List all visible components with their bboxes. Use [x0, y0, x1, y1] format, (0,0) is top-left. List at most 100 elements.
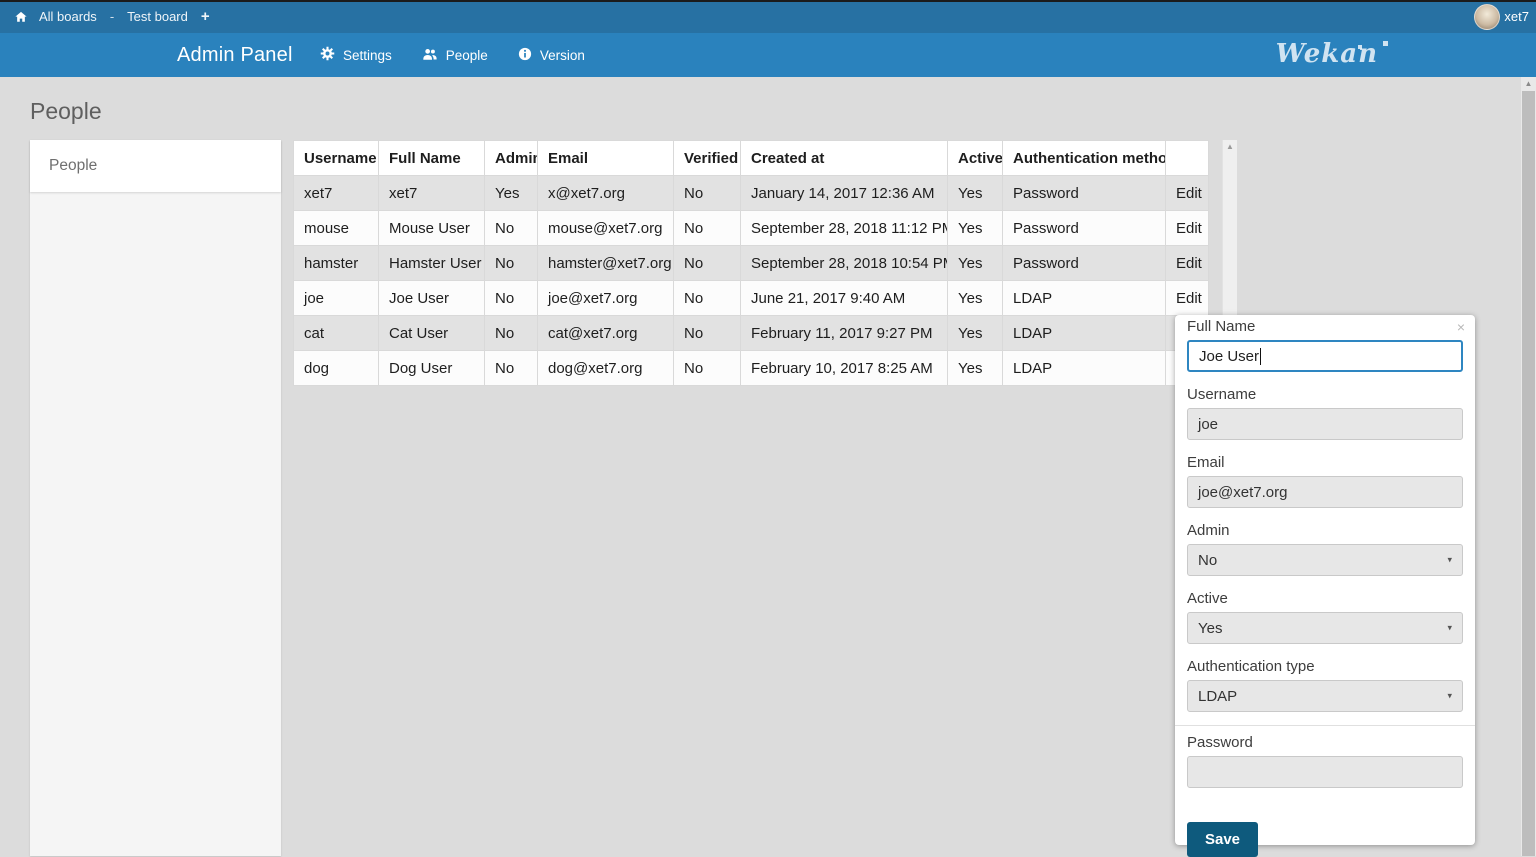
admin-sidebar: People	[30, 140, 281, 856]
cell-active: Yes	[947, 350, 1003, 386]
logo-square-dot	[1383, 41, 1388, 46]
caret-down-icon: ▾	[1447, 690, 1452, 701]
cell-created-at: February 11, 2017 9:27 PM	[740, 315, 948, 351]
home-icon[interactable]	[14, 10, 28, 24]
col-header-active: Active	[947, 140, 1003, 176]
col-header-fullname: Full Name	[378, 140, 485, 176]
breadcrumb-all-boards[interactable]: All boards	[39, 9, 97, 24]
active-label: Active	[1187, 590, 1228, 607]
edit-link[interactable]: Edit	[1165, 280, 1209, 316]
cell-auth-method: LDAP	[1002, 315, 1166, 351]
cell-auth-method: Password	[1002, 245, 1166, 281]
logo-square-dot	[1358, 45, 1362, 49]
username-value: joe	[1198, 415, 1219, 433]
col-header-admin: Admin	[484, 140, 538, 176]
edit-link[interactable]: Edit	[1165, 175, 1209, 211]
cell-created-at: February 10, 2017 8:25 AM	[740, 350, 948, 386]
wekan-logo: Wekan	[1275, 39, 1388, 69]
active-selected-value: Yes	[1198, 619, 1223, 637]
cell-admin: No	[484, 245, 538, 281]
col-header-created-at: Created at	[740, 140, 948, 176]
col-header-email: Email	[537, 140, 674, 176]
cell-auth-method: Password	[1002, 210, 1166, 246]
sidebar-item-label: People	[49, 157, 98, 174]
username-input[interactable]: joe	[1187, 408, 1463, 440]
cell-fullname: Mouse User	[378, 210, 485, 246]
cell-username: joe	[293, 280, 379, 316]
cell-username: hamster	[293, 245, 379, 281]
table-row: hamster Hamster User No hamster@xet7.org…	[293, 245, 1209, 281]
cell-email: x@xet7.org	[537, 175, 674, 211]
cell-email: dog@xet7.org	[537, 350, 674, 386]
col-header-auth-method: Authentication method	[1002, 140, 1166, 176]
password-label: Password	[1187, 734, 1253, 751]
auth-type-select[interactable]: LDAP ▾	[1187, 680, 1463, 712]
scroll-up-arrow-icon[interactable]: ▲	[1226, 142, 1234, 151]
cell-username: xet7	[293, 175, 379, 211]
email-input[interactable]: joe@xet7.org	[1187, 476, 1463, 508]
nav-item-label: Settings	[343, 47, 392, 63]
cell-active: Yes	[947, 210, 1003, 246]
nav-item-version[interactable]: Version	[518, 47, 585, 64]
admin-select[interactable]: No ▾	[1187, 544, 1463, 576]
cell-fullname: Joe User	[378, 280, 485, 316]
table-row: joe Joe User No joe@xet7.org No June 21,…	[293, 280, 1209, 316]
auth-type-selected-value: LDAP	[1198, 687, 1238, 705]
full-name-label: Full Name	[1187, 318, 1256, 335]
table-row: mouse Mouse User No mouse@xet7.org No Se…	[293, 210, 1209, 246]
text-cursor	[1260, 347, 1262, 365]
user-name[interactable]: xet7	[1504, 9, 1529, 24]
cell-created-at: January 14, 2017 12:36 AM	[740, 175, 948, 211]
full-name-value: Joe User	[1199, 347, 1260, 365]
table-row: xet7 xet7 Yes x@xet7.org No January 14, …	[293, 175, 1209, 211]
info-icon	[518, 47, 532, 64]
active-select[interactable]: Yes ▾	[1187, 612, 1463, 644]
save-button[interactable]: Save	[1187, 822, 1258, 857]
email-label: Email	[1187, 454, 1225, 471]
cell-email: hamster@xet7.org	[537, 245, 674, 281]
admin-nav-bar: Admin Panel Settings	[0, 33, 1536, 77]
admin-label: Admin	[1187, 522, 1230, 539]
cell-created-at: September 28, 2018 11:12 PM	[740, 210, 948, 246]
cell-email: cat@xet7.org	[537, 315, 674, 351]
password-input[interactable]	[1187, 756, 1463, 788]
wekan-logo-text: Wekan	[1275, 39, 1378, 69]
cell-verified: No	[673, 245, 741, 281]
add-board-icon[interactable]: +	[200, 8, 210, 25]
cell-email: mouse@xet7.org	[537, 210, 674, 246]
scrollbar-thumb[interactable]	[1522, 91, 1535, 856]
cell-admin: Yes	[484, 175, 538, 211]
cell-created-at: June 21, 2017 9:40 AM	[740, 280, 948, 316]
cell-admin: No	[484, 315, 538, 351]
admin-panel-title: Admin Panel	[177, 44, 293, 66]
caret-down-icon: ▾	[1447, 622, 1452, 633]
cell-verified: No	[673, 280, 741, 316]
cell-admin: No	[484, 350, 538, 386]
edit-user-panel: × Full Name Joe User Username joe Email …	[1175, 315, 1475, 857]
cell-admin: No	[484, 280, 538, 316]
cell-admin: No	[484, 210, 538, 246]
table-row: dog Dog User No dog@xet7.org No February…	[293, 350, 1209, 386]
user-avatar[interactable]	[1474, 4, 1500, 30]
close-icon[interactable]: ×	[1456, 319, 1465, 335]
nav-item-settings[interactable]: Settings	[320, 46, 392, 64]
full-name-input[interactable]: Joe User	[1187, 340, 1463, 372]
page-scrollbar[interactable]: ▲	[1521, 77, 1536, 856]
people-table-container: Username Full Name Admin Email Verified …	[293, 140, 1209, 386]
sidebar-item-people[interactable]: People	[30, 140, 281, 192]
cell-verified: No	[673, 315, 741, 351]
edit-link[interactable]: Edit	[1165, 210, 1209, 246]
nav-item-label: Version	[539, 47, 585, 63]
email-value: joe@xet7.org	[1198, 483, 1288, 501]
cell-fullname: xet7	[378, 175, 485, 211]
cell-email: joe@xet7.org	[537, 280, 674, 316]
scroll-up-arrow-icon[interactable]: ▲	[1524, 79, 1533, 88]
cell-fullname: Hamster User	[378, 245, 485, 281]
breadcrumb-board[interactable]: Test board	[127, 9, 188, 24]
edit-link[interactable]: Edit	[1165, 245, 1209, 281]
nav-item-people[interactable]: People	[422, 47, 488, 64]
admin-nav-items: Settings People	[320, 33, 585, 77]
cell-username: cat	[293, 315, 379, 351]
col-header-edit	[1165, 140, 1209, 176]
cell-auth-method: LDAP	[1002, 350, 1166, 386]
